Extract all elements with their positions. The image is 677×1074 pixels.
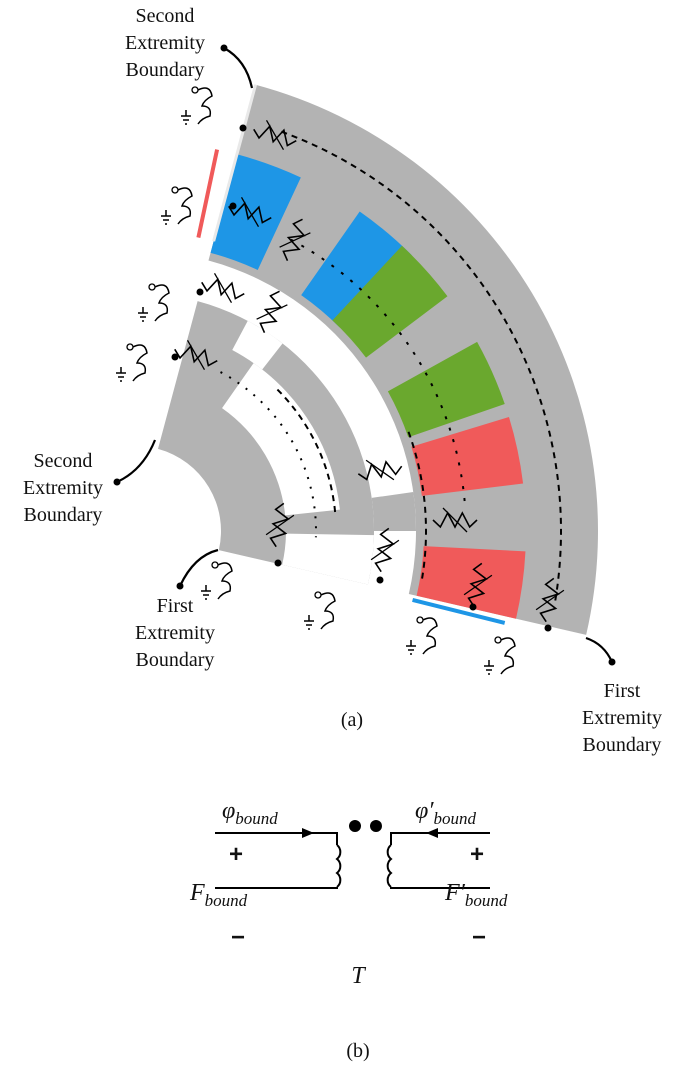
ground	[116, 367, 126, 381]
boundary-label: Extremity	[125, 32, 205, 54]
boundary-arrow	[180, 550, 218, 586]
node	[545, 625, 552, 632]
rotor-opening	[282, 534, 374, 585]
coil-wire	[321, 593, 335, 629]
transformer-label: T	[351, 963, 366, 989]
plus-sign: +	[229, 841, 243, 868]
caption: (b)	[346, 1040, 369, 1062]
arrow-head	[221, 45, 228, 52]
boundary-label: Extremity	[23, 477, 103, 499]
wire	[391, 887, 490, 888]
node	[470, 604, 477, 611]
terminal	[127, 344, 133, 350]
terminal	[172, 187, 178, 193]
boundary-label: Extremity	[582, 707, 662, 729]
boundary-label: First	[157, 595, 194, 617]
coil-wire	[198, 88, 212, 124]
boundary-label: Boundary	[583, 734, 662, 756]
dot	[370, 820, 382, 832]
node	[275, 560, 282, 567]
coil-wire	[155, 285, 169, 321]
boundary-label: Boundary	[126, 59, 205, 81]
transformer-circuit: φbound φ′bound + + Fbound F′bound − − T …	[189, 798, 508, 1062]
terminal	[212, 562, 218, 568]
boundary-label: Extremity	[135, 622, 215, 644]
boundary-label: Boundary	[136, 649, 215, 671]
node	[230, 203, 237, 210]
boundary-label: Second	[34, 450, 93, 472]
coil-wire	[218, 563, 232, 599]
coil	[388, 845, 391, 887]
flux-right: φ′bound	[415, 798, 477, 828]
edge-red	[198, 150, 217, 238]
ground	[138, 307, 148, 321]
mmf-left: Fbound	[189, 880, 248, 910]
boundary-label: First	[604, 680, 641, 702]
figure: Second Extremity Boundary Second Extremity Bo…	[0, 0, 677, 1074]
terminal	[315, 592, 321, 598]
coil	[337, 845, 340, 887]
boundary-arrow	[586, 638, 612, 662]
coil-wire	[133, 345, 147, 381]
dot	[349, 820, 361, 832]
mmf-right: F′bound	[444, 880, 508, 910]
coil-wire	[178, 188, 192, 224]
caption: (a)	[341, 709, 363, 731]
plus-sign: +	[470, 841, 484, 868]
terminal	[192, 87, 198, 93]
arrow	[426, 828, 438, 838]
arrow-head	[609, 659, 616, 666]
terminal	[149, 284, 155, 290]
node	[172, 354, 179, 361]
machine-cross-section	[158, 85, 598, 635]
terminal	[495, 637, 501, 643]
resistor-arrow	[215, 273, 232, 302]
arrow-head	[114, 479, 121, 486]
boundary-arrow	[224, 48, 252, 88]
rotor-tooth	[372, 492, 416, 531]
node	[240, 125, 247, 132]
arrow-head	[177, 583, 184, 590]
ground	[406, 640, 416, 654]
boundary-arrow	[117, 440, 155, 482]
terminal	[417, 617, 423, 623]
node	[197, 289, 204, 296]
ground	[304, 615, 314, 629]
flux-left: φbound	[222, 798, 278, 828]
ground	[161, 210, 171, 224]
coil-wire	[501, 638, 515, 674]
resistor-arrow	[371, 540, 399, 559]
ground	[181, 110, 191, 124]
coil-wire	[423, 618, 437, 654]
minus-sign: −	[472, 924, 486, 951]
arrow	[302, 828, 314, 838]
node	[377, 577, 384, 584]
ground	[201, 585, 211, 599]
boundary-label: Boundary	[24, 504, 103, 526]
boundary-label: Second	[136, 5, 195, 27]
ground	[484, 660, 494, 674]
minus-sign: −	[231, 924, 245, 951]
wire	[215, 887, 337, 888]
